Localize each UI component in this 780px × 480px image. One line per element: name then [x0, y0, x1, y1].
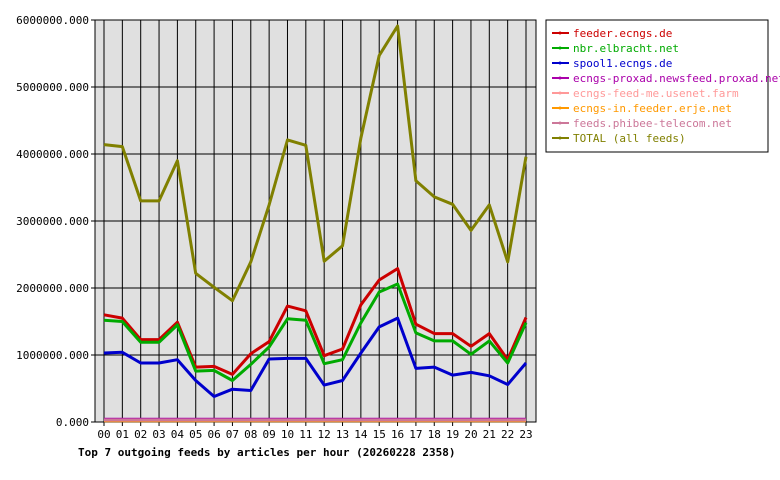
y-axis-ticks: 0.000 1000000.000 2000000.000 3000000.000 40…	[16, 14, 95, 429]
series-line	[103, 24, 528, 303]
x-tick-label: 10	[281, 428, 294, 441]
legend-marker	[558, 121, 562, 125]
x-tick-label: 22	[501, 428, 514, 441]
legend-marker	[558, 31, 562, 35]
x-tick-label: 02	[134, 428, 147, 441]
series-lines	[103, 24, 528, 423]
x-tick-label: 18	[428, 428, 441, 441]
x-tick-label: 15	[373, 428, 386, 441]
legend-label: feeds.phibee-telecom.net	[573, 117, 732, 130]
x-tick-label: 04	[171, 428, 185, 441]
legend-label: feeder.ecngs.de	[573, 27, 672, 40]
legend-label: ecngs-feed-me.usenet.farm	[573, 87, 739, 100]
x-tick-label: 01	[116, 428, 129, 441]
series-line	[103, 267, 528, 376]
x-tick-label: 14	[354, 428, 368, 441]
legend-label: nbr.elbracht.net	[573, 42, 679, 55]
series-line	[103, 316, 528, 398]
x-tick-label: 00	[97, 428, 110, 441]
x-tick-label: 09	[263, 428, 276, 441]
x-axis-ticks: 00 01 02 03 04 05 06 07 08 09 10 11 12 13 14 15 16 17 18 19…	[97, 422, 533, 441]
legend-marker	[558, 46, 562, 50]
legend-label: spool1.ecngs.de	[573, 57, 672, 70]
x-tick-label: 06	[207, 428, 220, 441]
legend-box	[545, 19, 769, 153]
y-tick-label: 2000000.000	[16, 282, 89, 295]
legend-marker	[558, 91, 562, 95]
x-tick-label: 23	[519, 428, 532, 441]
x-tick-label: 16	[391, 428, 404, 441]
x-tick-label: 21	[483, 428, 496, 441]
legend-label: TOTAL (all feeds)	[573, 132, 686, 145]
legend-label: ecngs-in.feeder.erje.net	[573, 102, 732, 115]
legend-marker	[558, 76, 562, 80]
legend-marker	[558, 106, 562, 110]
x-tick-label: 07	[226, 428, 239, 441]
legend: feeder.ecngs.de nbr.elbracht.net spool1.ec…	[545, 19, 780, 153]
chart-title: Top 7 outgoing feeds by articles per hou…	[78, 446, 456, 459]
y-tick-label: 5000000.000	[16, 81, 89, 94]
x-tick-label: 05	[189, 428, 202, 441]
y-tick-label: 0.000	[56, 416, 89, 429]
y-tick-label: 3000000.000	[16, 215, 89, 228]
series-line	[103, 282, 528, 382]
x-tick-label: 20	[464, 428, 477, 441]
legend-marker	[558, 136, 562, 140]
x-tick-label: 03	[152, 428, 165, 441]
x-tick-label: 08	[244, 428, 257, 441]
y-tick-label: 4000000.000	[16, 148, 89, 161]
y-tick-label: 6000000.000	[16, 14, 89, 27]
x-tick-label: 19	[446, 428, 459, 441]
y-tick-label: 1000000.000	[16, 349, 89, 362]
x-tick-label: 17	[409, 428, 422, 441]
x-tick-label: 13	[336, 428, 349, 441]
legend-label: ecngs-proxad.newsfeed.proxad.net	[573, 72, 780, 85]
legend-marker	[558, 61, 562, 65]
x-tick-label: 12	[318, 428, 331, 441]
x-tick-label: 11	[299, 428, 312, 441]
